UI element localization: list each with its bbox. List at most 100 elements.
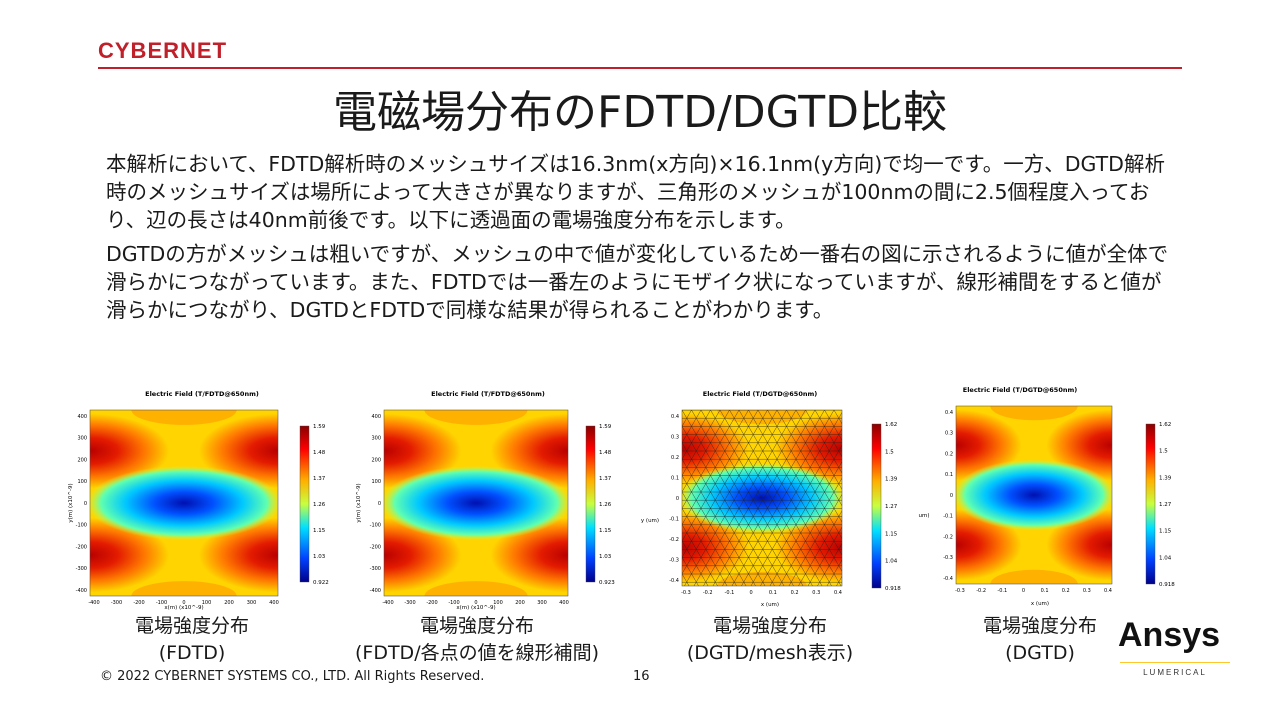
x-tick-label: 0.4 [834, 590, 842, 596]
mesh-edge [824, 410, 842, 441]
colorbar-tick-label: 0.922 [313, 580, 329, 586]
y-tick-label: 0.2 [671, 455, 679, 461]
field-warm-band [990, 569, 1078, 584]
y-tick-label: -200 [76, 544, 87, 550]
slide-title: 電磁場分布のFDTD/DGTD比較 [333, 87, 947, 138]
y-tick-label: -400 [370, 588, 381, 594]
caption-dgtd: 電場強度分布 (DGTD) [960, 613, 1120, 667]
y-axis-label: um) [919, 513, 930, 519]
field-warm-band [424, 410, 528, 425]
y-tick-label: 0 [84, 501, 87, 507]
x-tick-label: -400 [88, 600, 99, 606]
mesh-edge [682, 573, 690, 586]
y-tick-label: 0.4 [671, 414, 679, 420]
mesh-edge [807, 526, 842, 586]
mesh-edge [682, 491, 737, 586]
caption-fdtd-interp: 電場強度分布 (FDTD/各点の値を線形補間) [332, 613, 622, 667]
mesh-edge [682, 410, 749, 526]
caption-line-1: 電場強度分布 [134, 615, 249, 637]
y-tick-label: 0.1 [671, 475, 679, 481]
y-tick-label: 100 [77, 479, 87, 485]
colorbar-tick-label: 1.04 [1159, 555, 1172, 561]
paragraph-2: DGTDの方がメッシュは粗いですが、メッシュの中で値が変化しているため一番右の図… [106, 242, 1169, 322]
colorbar-tick-label: 1.62 [1159, 422, 1171, 428]
mesh-edge [769, 461, 842, 586]
plot-title: Electric Field (T/FDTD@650nm) [431, 390, 545, 398]
heatmap [955, 405, 1113, 585]
mesh-edge [682, 410, 730, 493]
y-axis-label: y(m) (x10^-9) [356, 483, 362, 522]
mesh-edge [682, 410, 768, 558]
heatmap [383, 409, 569, 597]
mesh-edge [682, 410, 711, 460]
x-tick-label: -0.3 [955, 588, 965, 594]
mesh-edge [638, 410, 642, 586]
x-tick-label: 300 [247, 600, 257, 606]
mesh-edge [700, 410, 804, 586]
mesh-edge [638, 410, 673, 586]
y-tick-label: 0 [378, 501, 381, 507]
mesh-edge [682, 507, 728, 586]
x-ticks: -400 -300 -200 -100 0 100 200 300 400 [382, 600, 568, 606]
mesh-edge [684, 410, 787, 586]
y-tick-label: -0.4 [669, 578, 679, 584]
x-tick-label: -300 [404, 600, 415, 606]
y-tick-label: 300 [371, 436, 381, 442]
field-plot-fdtd-interp: Electric Field (T/FDTD@650nm) 400 300 200 1… [348, 384, 618, 614]
field-warm-band [717, 571, 807, 586]
colorbar-tick-label: 1.15 [885, 531, 898, 537]
x-tick-label: -0.2 [703, 590, 713, 596]
colorbar-tick-label: 1.5 [885, 449, 894, 455]
colorbar-ticks: 1.62 1.5 1.39 1.27 1.15 1.04 0.918 [885, 422, 901, 592]
y-tick-label: 0 [950, 493, 953, 499]
caption-fdtd: 電場強度分布 (FDTD) [112, 613, 272, 667]
mesh-edge [638, 410, 663, 586]
colorbar [585, 425, 596, 583]
x-tick-label: -0.2 [976, 588, 986, 594]
mesh-edge [682, 410, 759, 542]
mesh-edge [731, 410, 835, 586]
x-tick-label: 400 [559, 600, 569, 606]
mesh-edge [795, 410, 842, 490]
colorbar-tick-label: 1.59 [313, 424, 326, 430]
x-tick-label: -200 [426, 600, 437, 606]
y-tick-label: -300 [370, 566, 381, 572]
x-tick-label: 0 [750, 590, 753, 596]
y-tick-label: 0.3 [945, 431, 953, 437]
colorbar-ticks: 1.62 1.5 1.39 1.27 1.15 1.04 0.918 [1159, 422, 1175, 588]
y-tick-label: -0.1 [943, 514, 953, 520]
mesh-edge [805, 410, 842, 474]
mesh-edge [757, 410, 842, 556]
y-tick-label: -100 [76, 523, 87, 529]
colorbar-tick-label: 1.15 [1159, 529, 1172, 535]
field-warm-band [990, 406, 1078, 421]
colorbar-tick-label: 1.59 [599, 424, 612, 430]
field-warm-band [131, 581, 237, 596]
x-tick-label: 0.2 [791, 590, 799, 596]
colorbar-tick-label: 1.26 [599, 502, 612, 508]
y-tick-label: 0.2 [945, 451, 953, 457]
field-warm-band [424, 581, 528, 596]
x-tick-label: 400 [269, 600, 279, 606]
colorbar-tick-label: 1.39 [1159, 475, 1172, 481]
x-tick-label: 0.3 [1083, 588, 1091, 594]
colorbar [1145, 423, 1156, 585]
colorbar-tick-label: 1.37 [313, 476, 326, 482]
y-tick-label: 300 [77, 436, 87, 442]
mesh-edge [738, 410, 842, 586]
mesh-edge [682, 524, 718, 586]
x-tick-label: 0 [1022, 588, 1025, 594]
colorbar-tick-label: 1.27 [885, 504, 898, 510]
mesh-edge [638, 410, 654, 586]
colorbar-tick-label: 1.37 [599, 476, 612, 482]
y-tick-label: -100 [370, 523, 381, 529]
x-tick-label: -300 [111, 600, 122, 606]
colorbar-tick-label: 1.15 [313, 528, 326, 534]
mesh-edge [682, 410, 785, 586]
mesh-edge [750, 428, 842, 586]
y-tick-label: -0.3 [669, 557, 679, 563]
colorbar-tick-label: 0.923 [599, 580, 615, 586]
mesh-edge [682, 410, 702, 444]
field-plot-dgtd-mesh: Electric Field (T/DGTD@650nm) 0.4 0.3 0.2 0… [638, 384, 908, 614]
caption-line-2: (FDTD/各点の値を線形補間) [354, 642, 600, 664]
